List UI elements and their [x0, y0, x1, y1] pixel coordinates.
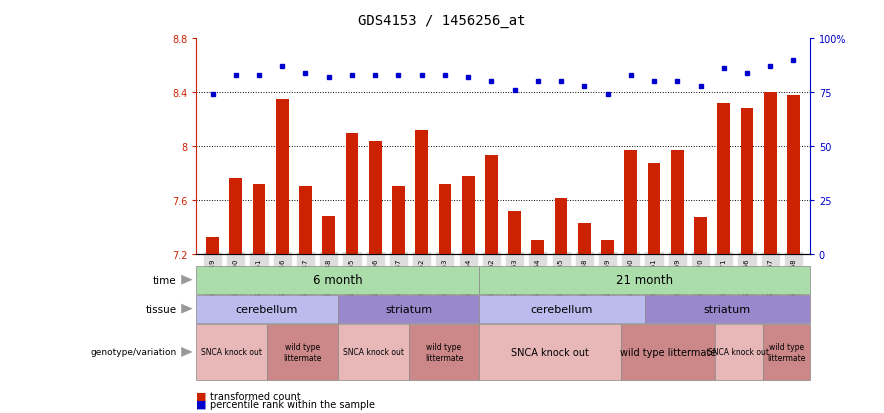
Bar	[461, 176, 475, 254]
Bar	[229, 179, 242, 254]
Text: genotype/variation: genotype/variation	[90, 348, 177, 356]
Bar	[764, 93, 777, 254]
Text: transformed count: transformed count	[210, 391, 301, 401]
Bar	[323, 216, 335, 254]
Text: cerebellum: cerebellum	[530, 304, 593, 314]
Bar	[554, 199, 568, 254]
Bar	[718, 104, 730, 254]
Text: wild type
littermate: wild type littermate	[283, 342, 322, 362]
Text: striatum: striatum	[704, 304, 751, 314]
Bar	[508, 211, 521, 254]
Bar	[741, 109, 753, 254]
Bar	[601, 240, 614, 254]
Bar	[346, 133, 358, 254]
Text: time: time	[153, 275, 177, 285]
Bar	[624, 151, 637, 254]
Text: tissue: tissue	[146, 304, 177, 314]
Bar	[253, 184, 265, 254]
Bar	[694, 218, 707, 254]
Bar	[671, 151, 683, 254]
Bar	[299, 187, 312, 254]
Text: SNCA knock out: SNCA knock out	[202, 348, 263, 356]
Bar	[392, 187, 405, 254]
Bar	[578, 223, 591, 254]
Bar	[276, 100, 288, 254]
Bar	[206, 238, 219, 254]
Text: wild type littermate: wild type littermate	[620, 347, 716, 357]
Text: ■: ■	[196, 399, 207, 409]
Text: SNCA knock out: SNCA knock out	[511, 347, 589, 357]
Text: SNCA knock out: SNCA knock out	[708, 348, 769, 356]
Text: striatum: striatum	[385, 304, 432, 314]
Bar	[485, 156, 498, 254]
Bar	[438, 184, 452, 254]
Text: percentile rank within the sample: percentile rank within the sample	[210, 399, 376, 409]
Text: ■: ■	[196, 391, 207, 401]
Bar	[787, 95, 800, 254]
Bar	[369, 141, 382, 254]
Bar	[415, 131, 428, 254]
Text: wild type
littermate: wild type littermate	[767, 342, 805, 362]
Text: GDS4153 / 1456256_at: GDS4153 / 1456256_at	[358, 14, 526, 28]
Text: cerebellum: cerebellum	[236, 304, 298, 314]
Text: wild type
littermate: wild type littermate	[425, 342, 463, 362]
Text: 6 month: 6 month	[313, 273, 362, 287]
Text: SNCA knock out: SNCA knock out	[343, 348, 404, 356]
Text: 21 month: 21 month	[616, 273, 673, 287]
Bar	[531, 240, 545, 254]
Bar	[648, 164, 660, 254]
